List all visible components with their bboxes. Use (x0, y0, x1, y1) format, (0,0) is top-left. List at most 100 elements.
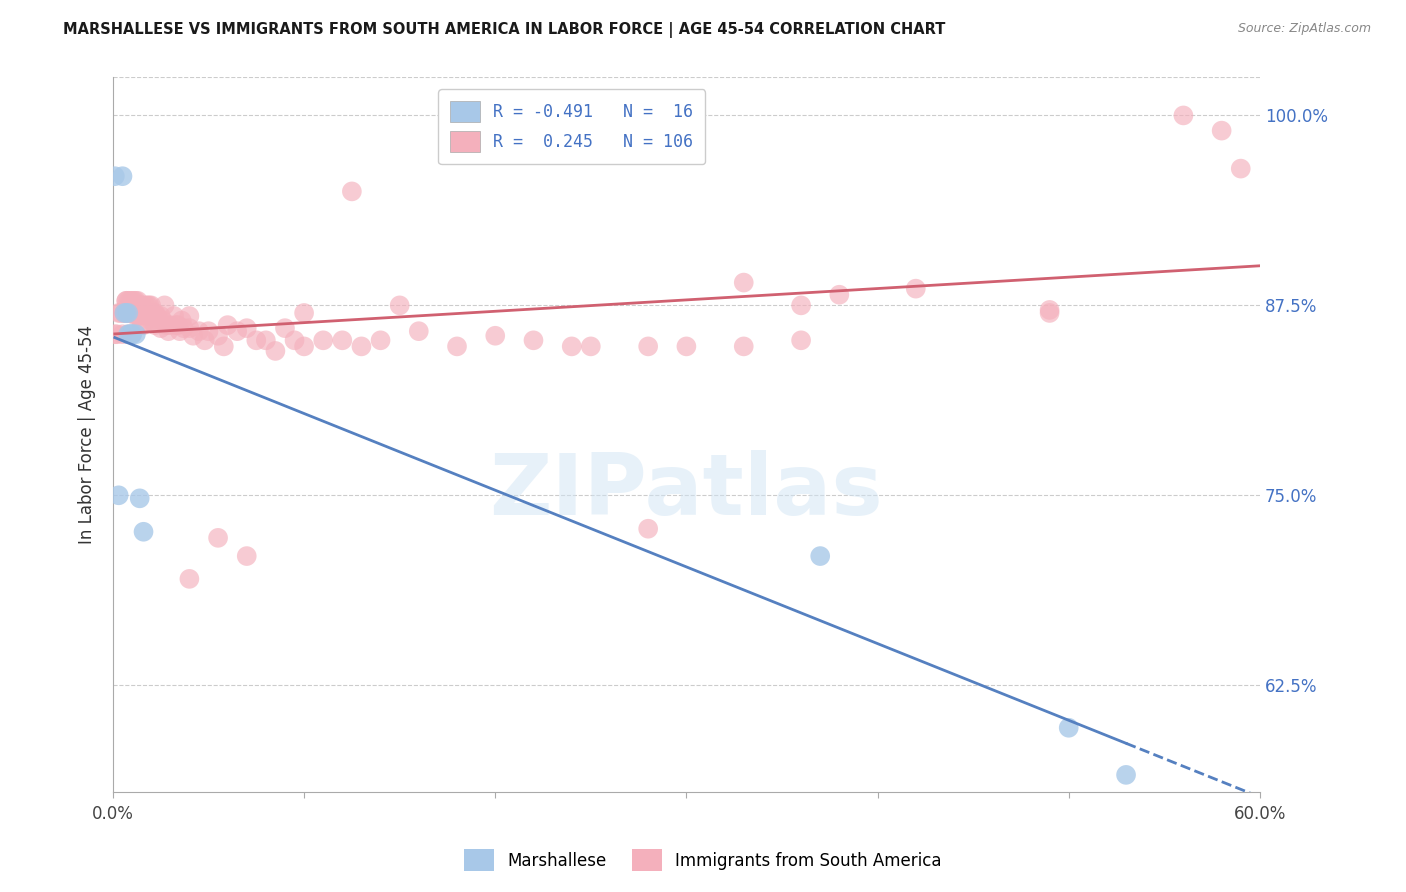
Point (115, 293, 138, 308)
Point (136, 298, 159, 312)
Point (675, 339, 697, 353)
Point (1173, 108, 1195, 122)
Point (117, 293, 139, 308)
Point (808, 549, 831, 563)
Point (292, 339, 315, 353)
Point (115, 293, 138, 308)
Point (127, 298, 149, 312)
Point (104, 327, 127, 342)
Point (125, 309, 148, 323)
Point (163, 309, 186, 323)
Point (112, 306, 135, 320)
Point (561, 339, 583, 353)
Point (274, 321, 297, 335)
Point (217, 318, 239, 332)
Point (121, 298, 143, 312)
Point (121, 327, 143, 342)
Point (152, 313, 174, 327)
Point (207, 328, 229, 343)
Point (790, 298, 813, 312)
Point (141, 298, 163, 312)
Point (226, 324, 249, 338)
Point (828, 287, 851, 301)
Point (146, 309, 169, 323)
Point (254, 334, 277, 348)
Point (165, 318, 187, 332)
Point (128, 309, 150, 323)
Point (283, 334, 305, 348)
Point (169, 324, 191, 338)
Point (132, 318, 155, 332)
Point (350, 339, 373, 353)
Point (125, 298, 148, 312)
Point (120, 298, 142, 312)
Point (388, 298, 411, 312)
Point (149, 321, 172, 335)
Legend: R = -0.491   N =  16, R =  0.245   N = 106: R = -0.491 N = 16, R = 0.245 N = 106 (439, 89, 704, 164)
Point (733, 276, 755, 290)
Point (117, 327, 139, 342)
Point (132, 306, 155, 320)
Point (131, 318, 153, 332)
Point (111, 327, 134, 342)
Point (142, 306, 165, 320)
Y-axis label: In Labor Force | Age 45-54: In Labor Force | Age 45-54 (79, 325, 96, 544)
Point (1057, 721, 1080, 735)
Point (155, 318, 177, 332)
Point (188, 324, 211, 338)
Legend: Marshallese, Immigrants from South America: Marshallese, Immigrants from South Ameri… (456, 841, 950, 880)
Point (181, 328, 204, 343)
Point (120, 327, 142, 342)
Point (128, 298, 150, 312)
Point (790, 334, 813, 348)
Point (904, 282, 927, 296)
Point (1229, 161, 1251, 176)
Point (245, 334, 267, 348)
Point (128, 491, 150, 506)
Point (153, 298, 176, 312)
Point (117, 327, 139, 342)
Point (484, 328, 506, 343)
Point (1115, 768, 1137, 782)
Point (312, 334, 335, 348)
Point (173, 321, 195, 335)
Point (579, 339, 602, 353)
Point (112, 306, 135, 320)
Point (212, 339, 235, 353)
Point (446, 339, 468, 353)
Point (127, 309, 149, 323)
Text: Source: ZipAtlas.com: Source: ZipAtlas.com (1237, 22, 1371, 36)
Point (159, 318, 181, 332)
Point (1211, 123, 1233, 137)
Text: ZIPatlas: ZIPatlas (489, 450, 883, 533)
Point (235, 321, 257, 335)
Point (141, 313, 163, 327)
Point (637, 522, 659, 536)
Point (1039, 302, 1062, 317)
Point (148, 313, 170, 327)
Point (120, 306, 142, 320)
Point (149, 309, 172, 323)
Point (733, 339, 755, 353)
Point (179, 309, 201, 323)
Point (110, 306, 132, 320)
Point (179, 572, 201, 586)
Point (138, 309, 160, 323)
Point (117, 306, 139, 320)
Point (167, 318, 190, 332)
Point (408, 324, 430, 338)
Point (207, 531, 229, 545)
Point (292, 306, 315, 320)
Point (122, 293, 145, 308)
Point (197, 324, 219, 338)
Point (330, 334, 353, 348)
Point (143, 318, 166, 332)
Point (121, 327, 143, 342)
Point (136, 309, 159, 323)
Point (522, 334, 544, 348)
Point (131, 306, 153, 320)
Point (125, 293, 148, 308)
Point (120, 293, 142, 308)
Point (122, 298, 145, 312)
Point (121, 293, 143, 308)
